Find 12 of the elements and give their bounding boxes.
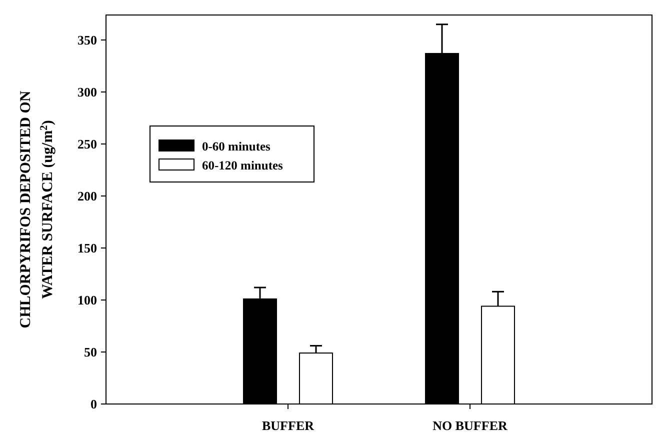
legend-label: 60-120 minutes bbox=[202, 158, 284, 172]
x-tick-label: NO BUFFER bbox=[432, 418, 508, 433]
y-tick-label: 50 bbox=[84, 344, 97, 360]
legend-label: 0-60 minutes bbox=[202, 139, 271, 154]
y-tick-label: 250 bbox=[78, 136, 97, 152]
y-tick-label: 0 bbox=[90, 396, 97, 412]
y-tick-label: 350 bbox=[78, 32, 97, 48]
y-tick-label: 300 bbox=[78, 84, 97, 100]
y-tick-label: 200 bbox=[78, 188, 97, 204]
y-tick-label: 150 bbox=[78, 240, 97, 256]
y-tick-label: 100 bbox=[78, 292, 97, 308]
x-tick-label: BUFFER bbox=[262, 418, 315, 433]
